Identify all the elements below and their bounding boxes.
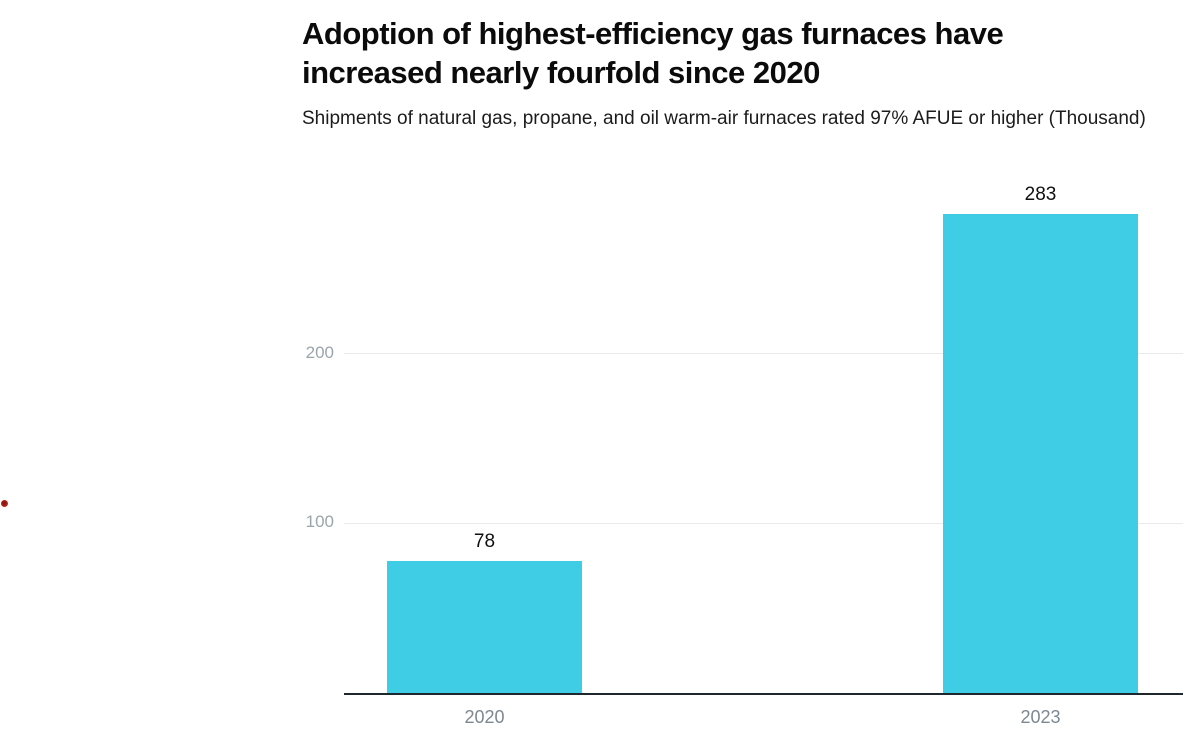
y-tick-label-200: 200 xyxy=(305,342,334,362)
x-tick-label-2023: 2023 xyxy=(1020,707,1061,727)
bar-value-label-2023: 283 xyxy=(1024,183,1057,205)
y-tick-label-100: 100 xyxy=(305,512,334,532)
bar-2023: 283 xyxy=(943,184,1138,693)
x-axis-line xyxy=(344,693,1183,695)
x-tick-label-2020: 2020 xyxy=(464,707,505,727)
gridline-100 xyxy=(344,522,1183,524)
bar-2020: 78 xyxy=(387,531,582,693)
red-dot xyxy=(1,500,8,507)
bar-chart-plot: 100 200 78 2020 283 2023 xyxy=(306,180,1183,727)
chart-title: Adoption of highest-efficiency gas furna… xyxy=(302,16,1004,90)
chart-header: Adoption of highest-efficiency gas furna… xyxy=(302,14,1184,133)
bar-value-label-2020: 78 xyxy=(473,530,496,552)
chart-subtitle: Shipments of natural gas, propane, and o… xyxy=(302,108,1146,129)
gridline-200 xyxy=(344,353,1183,355)
